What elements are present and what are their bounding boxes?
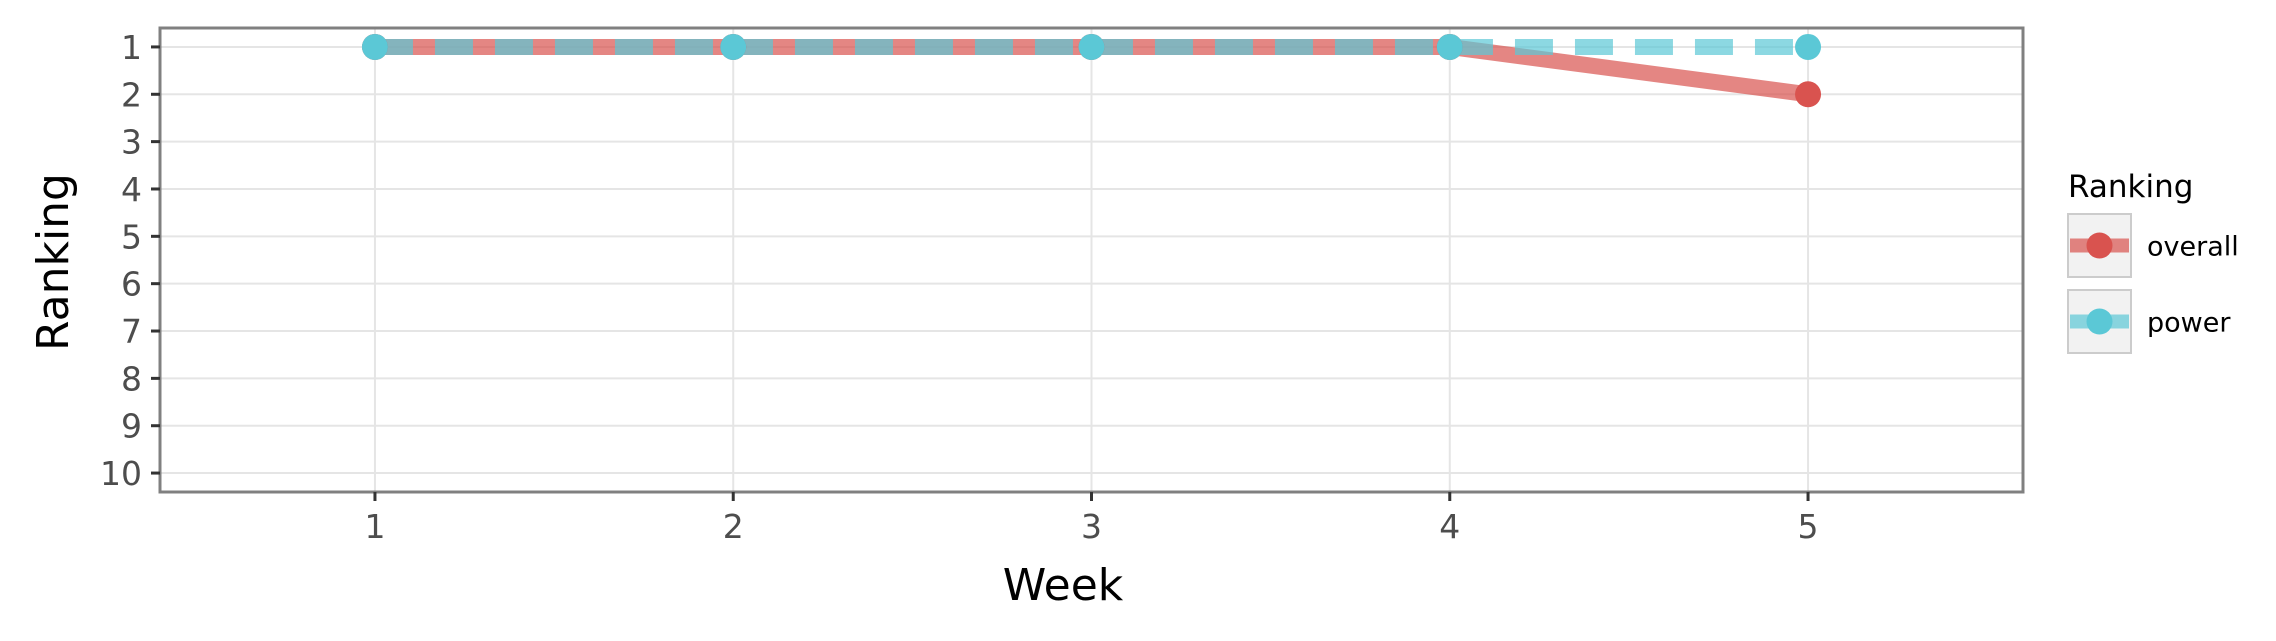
y-tick-label: 3	[121, 123, 142, 162]
x-tick-label: 2	[723, 507, 744, 546]
data-point-power	[1795, 33, 1822, 60]
x-axis: 1 2 3 4 5	[364, 492, 1819, 546]
x-tick-label: 5	[1798, 507, 1819, 546]
y-tick-label: 1	[121, 28, 142, 67]
y-tick-label: 7	[121, 312, 142, 351]
data-point-overall	[1795, 81, 1822, 108]
data-point-power	[361, 33, 388, 60]
y-tick-label: 2	[121, 75, 142, 114]
legend-item-power: power	[2067, 289, 2231, 354]
legend-title: Ranking	[2068, 169, 2193, 205]
data-point-power	[720, 33, 747, 60]
y-axis: 1 2 3 4 5 6 7 8 9 10	[100, 28, 160, 493]
legend-label: power	[2147, 308, 2231, 339]
x-tick-label: 3	[1081, 507, 1102, 546]
legend-item-overall: overall	[2067, 213, 2239, 278]
y-tick-label: 10	[100, 454, 142, 493]
data-point-power	[1078, 33, 1105, 60]
legend-key-point	[2086, 232, 2113, 259]
x-tick-label: 4	[1439, 507, 1460, 546]
y-axis-label: Ranking	[28, 173, 79, 351]
y-tick-label: 6	[121, 265, 142, 304]
legend: Ranking overall power	[2067, 169, 2239, 354]
x-tick-label: 1	[364, 507, 385, 546]
y-tick-label: 4	[121, 170, 142, 209]
y-tick-label: 5	[121, 217, 142, 256]
series-points	[361, 33, 1822, 108]
legend-label: overall	[2147, 232, 2239, 263]
legend-key-point	[2086, 308, 2113, 335]
grid-lines	[160, 28, 2023, 492]
x-axis-label: Week	[1003, 560, 1124, 611]
data-point-power	[1436, 33, 1463, 60]
y-tick-label: 9	[121, 407, 142, 446]
y-tick-label: 8	[121, 359, 142, 398]
legend-items: overall power	[2067, 213, 2239, 354]
